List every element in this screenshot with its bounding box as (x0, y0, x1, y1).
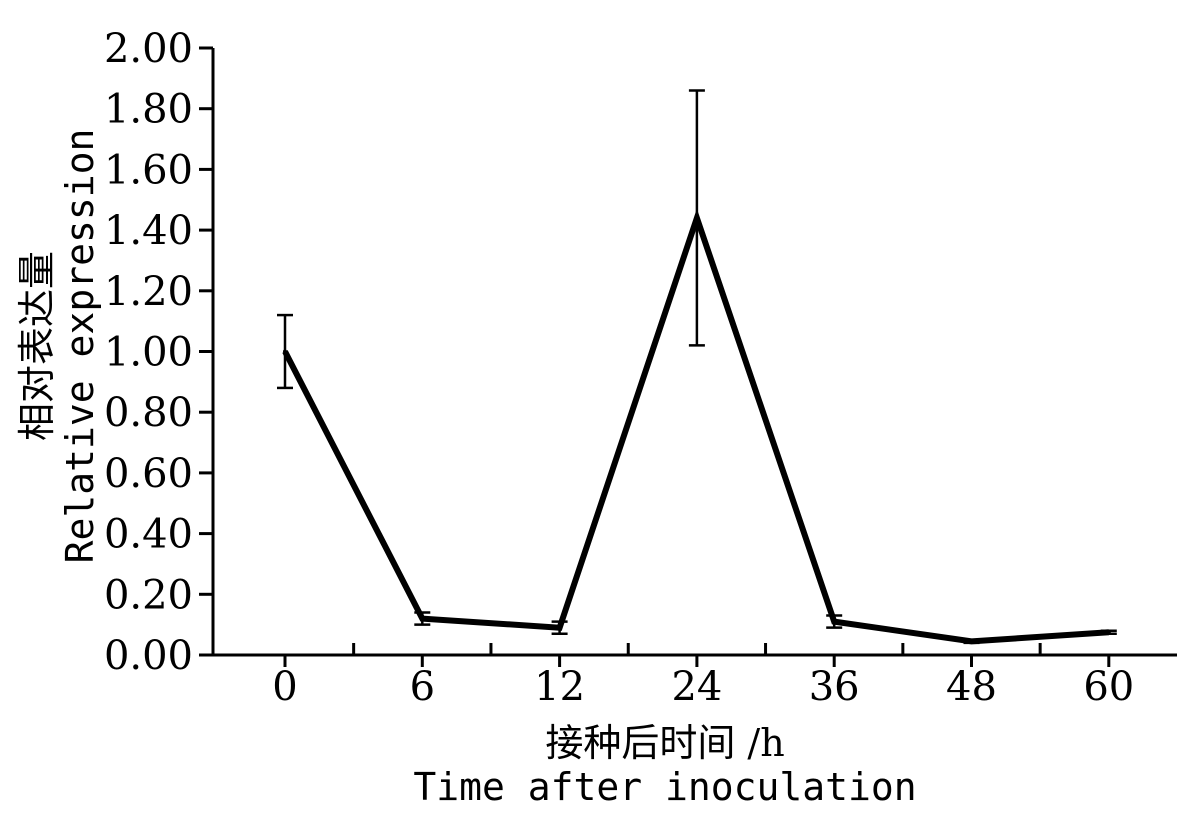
y-tick-label: 1.00 (104, 330, 193, 376)
y-axis-title-cn: 相对表达量 (15, 251, 59, 441)
x-tick-label: 36 (809, 664, 860, 710)
y-tick-label: 1.80 (104, 87, 193, 133)
data-point (1106, 630, 1111, 635)
data-point (283, 349, 287, 354)
y-axis-title-en: Relative expression (58, 129, 102, 564)
y-tick-label: 1.40 (104, 208, 193, 254)
x-tick-label: 48 (946, 664, 997, 710)
y-tick-label: 0.60 (104, 451, 193, 497)
data-point (557, 625, 562, 630)
x-tick-label: 0 (272, 664, 297, 710)
data-point (694, 215, 699, 220)
error-bars (277, 89, 1117, 645)
data-point (420, 616, 425, 621)
ticks: 0.00 0.20 0.40 0.60 0.80 1.00 1.20 1.40 1.60 1.80… (104, 26, 1134, 710)
y-tick-label: 0.40 (104, 512, 193, 558)
x-tick-label: 6 (410, 664, 435, 710)
y-tick-label: 1.60 (104, 147, 193, 193)
x-tick-label: 60 (1083, 664, 1134, 710)
y-tick-label: 0.20 (104, 572, 193, 618)
x-tick-label: 24 (671, 664, 722, 710)
y-tick-label: 2.00 (104, 26, 193, 72)
data-point (969, 639, 974, 644)
data-point (832, 619, 837, 624)
y-tick-label: 0.00 (104, 633, 193, 679)
series (282, 208, 1111, 645)
x-axis-title-en: Time after inoculation (413, 765, 916, 809)
y-tick-label: 0.80 (104, 390, 193, 436)
y-tick-label: 1.20 (104, 269, 193, 315)
x-axis-title-cn: 接种后时间 /h (545, 721, 784, 765)
x-tick-label: 12 (534, 664, 585, 710)
